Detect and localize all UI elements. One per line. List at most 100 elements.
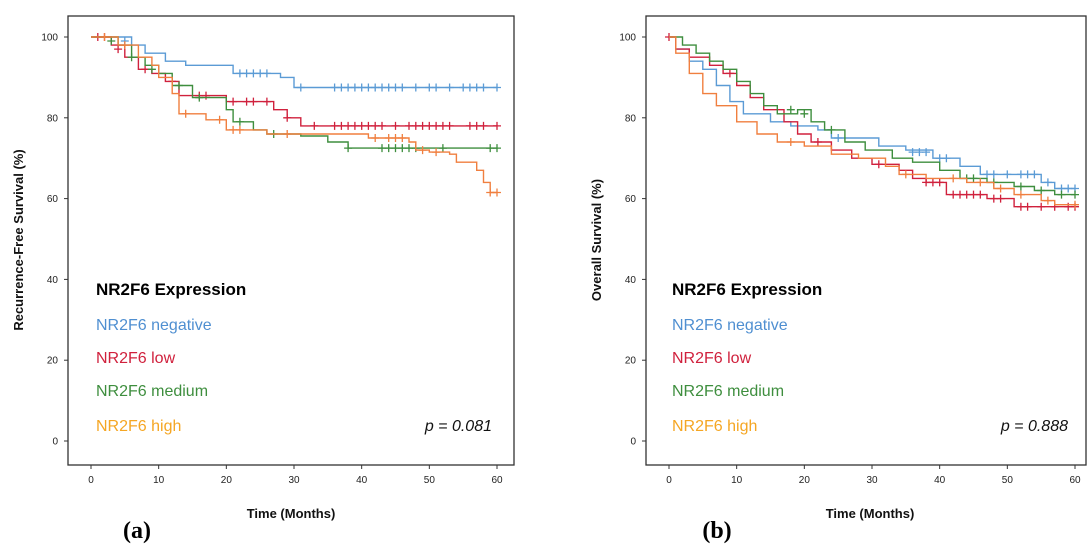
censor-mark-nr2f6-negative — [1064, 184, 1073, 193]
legend-item-low-b: NR2F6 low — [672, 350, 752, 367]
censor-mark-nr2f6-low — [202, 91, 210, 100]
censor-mark-nr2f6-low — [283, 113, 292, 122]
censor-mark-nr2f6-negative — [256, 69, 265, 78]
censor-mark-nr2f6-medium — [378, 144, 386, 153]
censor-mark-nr2f6-negative — [337, 83, 346, 92]
km-curve-nr2f6-low-a — [91, 36, 497, 127]
curves-a — [91, 33, 501, 197]
censor-mark-nr2f6-low — [378, 121, 386, 130]
censor-mark-nr2f6-high — [371, 134, 380, 142]
censor-mark-nr2f6-low — [371, 121, 380, 130]
censor-mark-nr2f6-high — [229, 125, 238, 134]
censor-mark-nr2f6-medium — [1071, 190, 1079, 199]
censor-mark-nr2f6-medium — [175, 81, 183, 90]
censor-mark-nr2f6-low — [418, 121, 427, 130]
y-ticks-b: 0 20 40 60 80 100 — [619, 33, 646, 448]
censor-mark-nr2f6-negative — [459, 83, 468, 92]
censor-mark-nr2f6-negative — [983, 170, 991, 179]
censor-mark-nr2f6-medium — [147, 65, 156, 74]
censor-mark-nr2f6-negative — [357, 83, 366, 92]
censor-mark-nr2f6-low — [989, 194, 998, 203]
censor-mark-nr2f6-high — [181, 109, 190, 118]
curves-b — [665, 33, 1079, 211]
censor-mark-nr2f6-low — [344, 121, 353, 130]
censor-mark-nr2f6-medium — [438, 144, 447, 153]
km-curve-nr2f6-medium-b — [669, 36, 1075, 196]
censor-mark-nr2f6-medium — [384, 144, 393, 153]
x-tick-label: 40 — [356, 475, 368, 486]
y-ticks-a: 0 20 40 60 80 100 — [41, 33, 68, 448]
x-tick-label: 20 — [221, 475, 233, 486]
censor-mark-nr2f6-low — [242, 97, 251, 106]
censor-mark-nr2f6-negative — [493, 83, 501, 92]
km-curve-nr2f6-high-b — [669, 36, 1075, 206]
censor-mark-nr2f6-low — [1016, 202, 1025, 211]
censor-mark-nr2f6-low — [472, 121, 481, 130]
censor-mark-nr2f6-high — [391, 134, 400, 142]
censor-mark-nr2f6-negative — [1016, 170, 1025, 179]
censor-mark-nr2f6-low — [935, 178, 944, 187]
plot-frame-a — [67, 15, 515, 466]
censor-mark-nr2f6-high — [493, 188, 501, 197]
censor-mark-nr2f6-medium — [486, 144, 495, 153]
legend-title-a: NR2F6 Expression — [96, 280, 246, 299]
censor-mark-nr2f6-low — [405, 121, 413, 130]
x-ticks-a: 0 10 20 30 40 50 60 — [88, 465, 503, 486]
y-tick-label: 80 — [625, 113, 637, 124]
censor-mark-nr2f6-negative — [1023, 170, 1032, 179]
censor-mark-nr2f6-high — [120, 41, 129, 50]
censor-mark-nr2f6-negative — [378, 83, 386, 92]
censor-mark-nr2f6-negative — [249, 69, 258, 78]
censor-mark-nr2f6-medium — [786, 105, 795, 114]
censor-mark-nr2f6-negative — [922, 148, 931, 157]
y-tick-label: 20 — [47, 356, 59, 367]
censor-mark-nr2f6-negative — [262, 69, 271, 78]
censor-mark-nr2f6-negative — [350, 83, 359, 92]
panel-a-recurrence-free-survival: 0 10 20 30 40 50 60 0 20 40 60 80 100 Time (Months)… — [11, 15, 515, 544]
censor-mark-nr2f6-negative — [989, 170, 998, 179]
x-ticks-b: 0 10 20 30 40 50 60 — [666, 465, 1081, 486]
km-curve-nr2f6-high-a — [91, 36, 497, 194]
panel-label-b: (b) — [702, 518, 731, 544]
y-tick-label: 80 — [47, 113, 59, 124]
censor-mark-nr2f6-negative — [942, 154, 951, 163]
x-tick-label: 20 — [799, 475, 811, 486]
x-tick-label: 60 — [1069, 475, 1081, 486]
censor-mark-nr2f6-low — [350, 121, 359, 130]
x-axis-title-b: Time (Months) — [826, 506, 915, 521]
censor-mark-nr2f6-low — [874, 160, 883, 169]
censor-mark-nr2f6-low — [956, 190, 964, 199]
censor-mark-nr2f6-low — [725, 69, 734, 78]
censor-mark-nr2f6-medium — [1016, 182, 1025, 191]
censor-mark-nr2f6-negative — [1003, 170, 1012, 179]
censor-mark-nr2f6-medium — [827, 125, 836, 134]
censor-mark-nr2f6-high — [486, 188, 495, 197]
censor-mark-nr2f6-low — [813, 138, 822, 146]
censor-mark-nr2f6-negative — [1030, 170, 1039, 179]
censor-mark-nr2f6-low — [479, 121, 488, 130]
censor-mark-nr2f6-low — [445, 121, 454, 130]
censor-mark-nr2f6-medium — [398, 144, 407, 153]
censor-mark-nr2f6-low — [928, 178, 937, 187]
censor-mark-nr2f6-negative — [384, 83, 393, 92]
censor-mark-nr2f6-low — [1023, 202, 1032, 211]
censor-mark-nr2f6-low — [262, 97, 271, 106]
legend-item-negative-a: NR2F6 negative — [96, 317, 212, 334]
censor-mark-nr2f6-medium — [1037, 186, 1046, 195]
censor-mark-nr2f6-negative — [472, 83, 481, 92]
censor-mark-nr2f6-high — [976, 178, 985, 187]
censor-mark-nr2f6-high — [398, 134, 407, 142]
y-tick-label: 60 — [47, 194, 59, 205]
x-tick-label: 50 — [1002, 475, 1014, 486]
censor-mark-nr2f6-negative — [391, 83, 400, 92]
x-tick-label: 40 — [934, 475, 946, 486]
censor-mark-nr2f6-medium — [107, 37, 116, 45]
y-axis-title-b: Overall Survival (%) — [589, 179, 604, 301]
censor-mark-nr2f6-high — [1016, 190, 1025, 199]
censor-mark-nr2f6-low — [976, 190, 985, 199]
censor-mark-nr2f6-high — [1071, 200, 1079, 209]
legend-item-medium-b: NR2F6 medium — [672, 383, 784, 400]
y-tick-label: 0 — [630, 437, 636, 448]
y-tick-label: 20 — [625, 356, 637, 367]
y-axis-title-a: Recurrence-Free Survival (%) — [11, 149, 26, 330]
